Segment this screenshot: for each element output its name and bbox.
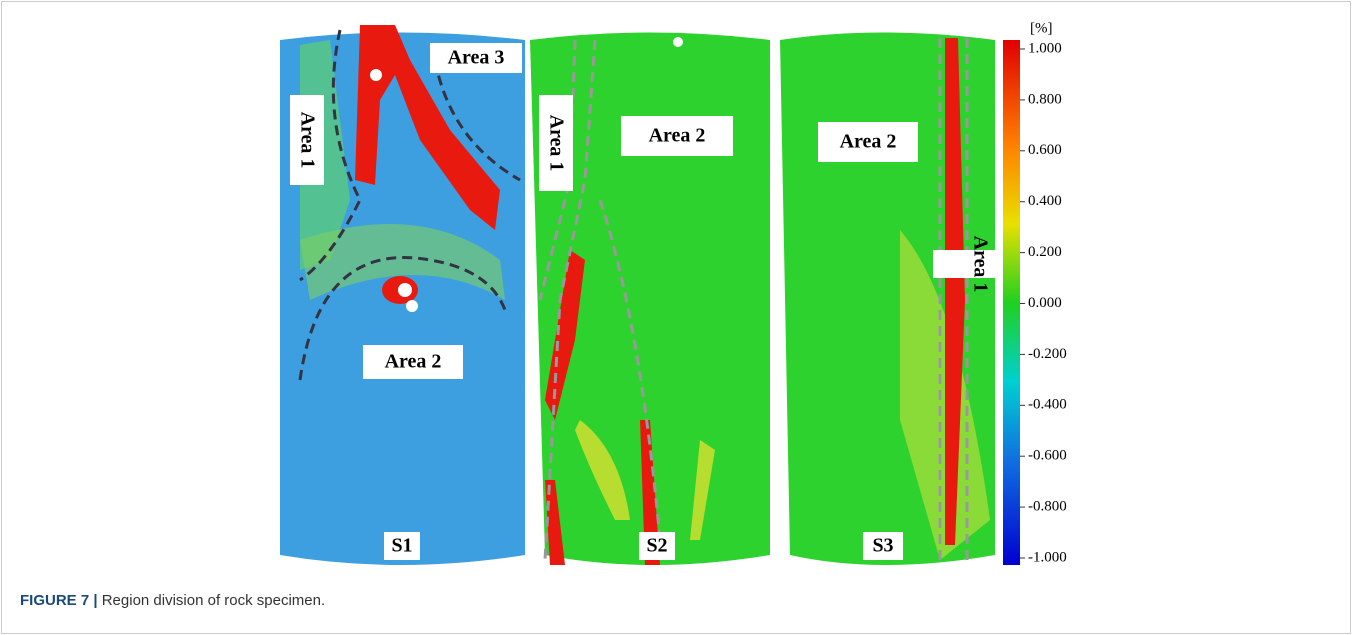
- label-text: Area 2: [385, 351, 442, 373]
- area-label: Area 1: [290, 95, 324, 185]
- specimen-s3: [780, 33, 995, 566]
- colorbar-tick-label: -0.600: [1028, 448, 1067, 464]
- colorbar-tick-label: -0.400: [1028, 397, 1067, 413]
- area-label: Area 2: [818, 122, 918, 162]
- colorbar-tick-label: 1.000: [1028, 40, 1062, 56]
- area-label: Area 3: [430, 43, 522, 73]
- label-text: Area 1: [545, 115, 567, 172]
- colorbar: [1003, 40, 1020, 565]
- colorbar-ticks: 1.000 0.800 0.600 0.400 0.200 0.000 -0.200 -0.4…: [1020, 40, 1067, 565]
- caption-label: FIGURE 7 |: [20, 592, 98, 609]
- label-text: S1: [391, 535, 412, 557]
- colorbar-tick-label: 0.000: [1028, 295, 1062, 311]
- label-text: Area 1: [969, 236, 991, 293]
- label-text: Area 2: [840, 131, 897, 153]
- area-label: Area 2: [621, 116, 733, 156]
- label-text: Area 2: [649, 125, 706, 147]
- area-label: S3: [863, 532, 903, 560]
- label-text: Area 1: [296, 112, 318, 169]
- colorbar-tick-label: 0.800: [1028, 91, 1062, 107]
- label-text: Area 3: [448, 47, 505, 69]
- area-label: S2: [639, 532, 675, 560]
- label-text: S3: [872, 535, 893, 557]
- caption-text: Region division of rock specimen.: [102, 592, 325, 609]
- figure-svg: Area 1 Area 2 Area 3 S1 Area 1 Area 2 S2 Area 2…: [0, 0, 1352, 635]
- colorbar-tick-label: 0.400: [1028, 193, 1062, 209]
- colorbar-unit: [%]: [1030, 20, 1053, 36]
- colorbar-tick-label: 0.600: [1028, 142, 1062, 158]
- colorbar-tick-label: -0.200: [1028, 346, 1067, 362]
- label-text: S2: [646, 535, 667, 557]
- figure: Area 1 Area 2 Area 3 S1 Area 1 Area 2 S2 Area 2…: [0, 0, 1352, 635]
- caption: FIGURE 7 | Region division of rock speci…: [20, 592, 325, 609]
- area-label: S1: [384, 532, 420, 560]
- colorbar-tick-label: 0.200: [1028, 244, 1062, 260]
- area-label: Area 2: [363, 345, 463, 379]
- area-label: Area 1: [539, 95, 573, 191]
- colorbar-tick-label: -0.800: [1028, 499, 1067, 515]
- colorbar-tick-label: -1.000: [1028, 549, 1067, 565]
